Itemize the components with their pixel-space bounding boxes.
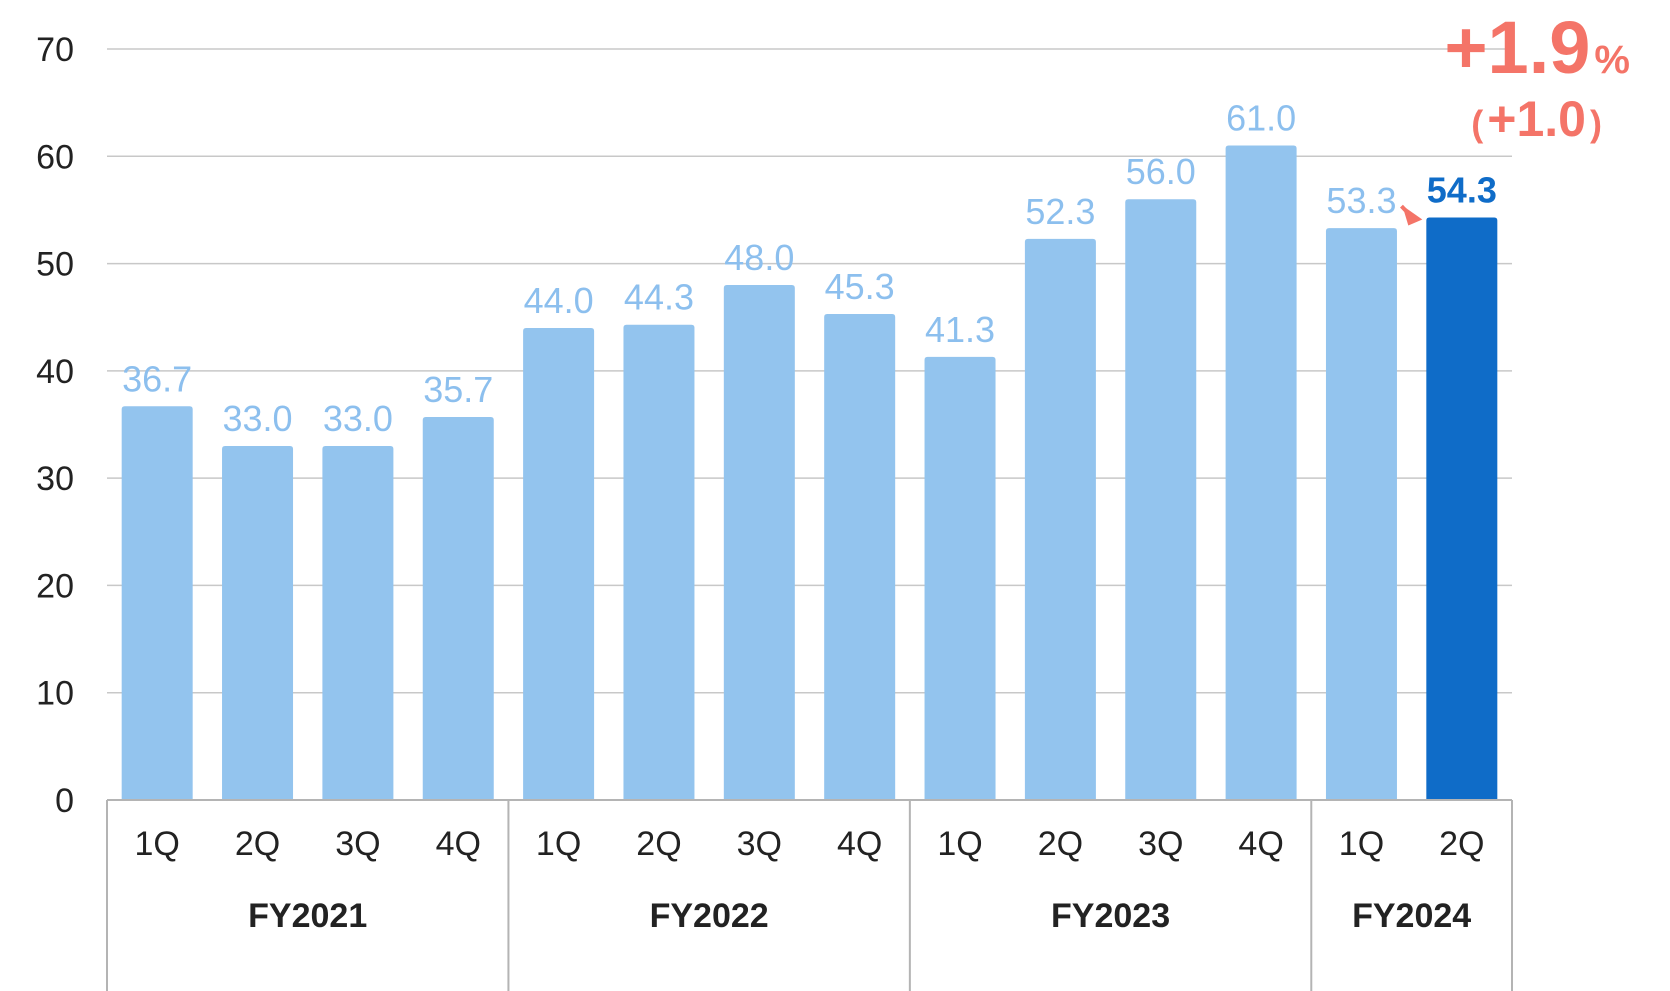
data-label: 33.0 [323, 398, 393, 439]
x-tick-label: 3Q [1138, 825, 1183, 863]
bar [1325, 228, 1397, 801]
data-label: 54.3 [1427, 169, 1497, 210]
bar [523, 327, 595, 800]
data-label: 33.0 [222, 398, 292, 439]
bar [121, 406, 193, 800]
y-axis-ticks: 0 10 20 30 40 50 60 70 [36, 31, 74, 820]
bar [723, 285, 795, 800]
bar [322, 445, 394, 800]
data-label: 56.0 [1126, 151, 1196, 192]
data-label: 52.3 [1025, 191, 1095, 232]
x-tick-label: 4Q [1238, 825, 1283, 863]
data-label: 45.3 [825, 266, 895, 307]
x-tick-label: 2Q [1038, 825, 1083, 863]
bar [1225, 145, 1297, 801]
y-tick-label: 70 [36, 31, 74, 69]
paren-open: ( [1471, 103, 1483, 144]
y-tick-label: 60 [36, 138, 74, 176]
y-tick-label: 50 [36, 246, 74, 284]
paren-close: ) [1590, 103, 1602, 144]
x-tick-label: 1Q [1339, 825, 1384, 863]
x-tick-label: 2Q [636, 825, 681, 863]
x-tick-label: 3Q [335, 825, 380, 863]
x-tick-label: 2Q [1439, 825, 1484, 863]
data-label: 48.0 [724, 237, 794, 278]
group-label: FY2023 [1051, 897, 1170, 935]
bar [1426, 217, 1498, 800]
y-tick-label: 40 [36, 353, 74, 391]
group-label: FY2024 [1352, 897, 1471, 935]
y-tick-label: 0 [55, 782, 74, 820]
y-tick-label: 10 [36, 675, 74, 713]
x-tick-label: 4Q [837, 825, 882, 863]
x-tick-label: 4Q [436, 825, 481, 863]
change-percent-unit: % [1594, 38, 1630, 82]
bars [121, 145, 1498, 801]
x-tick-label: 3Q [737, 825, 782, 863]
group-label: FY2022 [650, 897, 769, 935]
x-tick-label: 2Q [235, 825, 280, 863]
data-label: 35.7 [423, 369, 493, 410]
bar [924, 356, 996, 800]
data-label: 44.0 [524, 280, 594, 321]
x-axis: 1Q 2Q 3Q 4Q 1Q 2Q 3Q 4Q 1Q 2Q 3Q 4Q 1Q 2Q FY2021 FY2022… [106, 799, 1513, 991]
change-percent: +1.9% [1444, 6, 1630, 89]
data-labels: 36.7 33.0 33.0 35.7 44.0 44.3 48.0 45.3 41.3 52.3… [122, 98, 1497, 439]
change-arrow-line [1400, 204, 1412, 217]
bar [1024, 238, 1096, 800]
bar [222, 445, 294, 800]
data-label: 61.0 [1226, 98, 1296, 139]
data-label: 53.3 [1326, 180, 1396, 221]
bar [623, 324, 695, 800]
change-value-text: +1.0 [1487, 91, 1586, 147]
x-tick-label: 1Q [937, 825, 982, 863]
data-label: 41.3 [925, 309, 995, 350]
change-annotation: +1.9 %(+1.0) [1400, 6, 1630, 226]
y-tick-label: 30 [36, 460, 74, 498]
bar [1125, 199, 1197, 800]
x-tick-label: 1Q [536, 825, 581, 863]
bar [422, 416, 494, 800]
change-value: (+1.0) [1471, 91, 1602, 147]
bar [824, 313, 896, 800]
group-label: FY2021 [248, 897, 367, 935]
x-tick-label: 1Q [134, 825, 179, 863]
data-label: 44.3 [624, 277, 694, 318]
change-percent-value: +1.9 [1444, 6, 1590, 89]
gridlines [107, 48, 1512, 694]
change-arrow-head [1402, 205, 1423, 226]
y-tick-label: 20 [36, 567, 74, 605]
data-label: 36.7 [122, 358, 192, 399]
